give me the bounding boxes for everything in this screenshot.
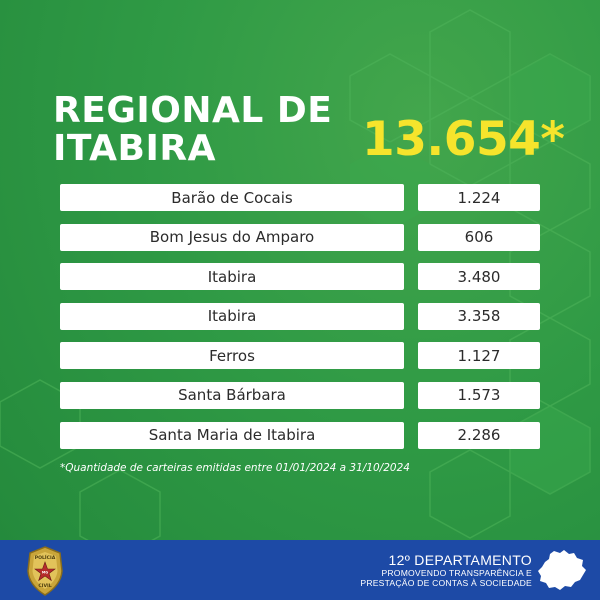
city-name: Bom Jesus do Amparo	[60, 223, 404, 251]
table-row: Itabira 3.480	[60, 263, 540, 291]
city-value: 3.358	[418, 302, 540, 330]
table-row: Barão de Cocais 1.224	[60, 184, 540, 211]
city-name: Barão de Cocais	[60, 184, 404, 211]
badge-text-top: POLÍCIA	[35, 553, 56, 561]
page-title: REGIONAL DE ITABIRA	[53, 92, 332, 168]
department-subtitle-1: PROMOVENDO TRANSPARÊNCIA E	[381, 568, 532, 578]
city-value: 606	[418, 223, 540, 251]
table-row: Bom Jesus do Amparo 606	[60, 223, 540, 251]
city-name: Itabira	[60, 263, 404, 291]
badge-text-center: MG	[42, 571, 48, 575]
department-info: 12º DEPARTAMENTO PROMOVENDO TRANSPARÊNCI…	[360, 552, 532, 588]
city-value: 3.480	[418, 263, 540, 291]
title-line-2: ITABIRA	[53, 128, 216, 169]
title-line-1: REGIONAL DE	[53, 90, 333, 131]
badge-text-bottom: CIVIL	[38, 583, 51, 589]
table-row: Santa Bárbara 1.573	[60, 381, 540, 409]
city-table: Barão de Cocais 1.224 Bom Jesus do Ampar…	[60, 184, 540, 461]
table-row: Santa Maria de Itabira 2.286	[60, 421, 540, 449]
city-value: 1.573	[418, 381, 540, 409]
minas-gerais-map-icon	[538, 550, 586, 590]
footnote: *Quantidade de carteiras emitidas entre …	[60, 462, 410, 474]
department-subtitle-2: PRESTAÇÃO DE CONTAS À SOCIEDADE	[360, 578, 532, 588]
city-name: Santa Bárbara	[60, 381, 404, 409]
city-value: 2.286	[418, 421, 540, 449]
footer-bar: POLÍCIA MG CIVIL 12º DEPARTAMENTO PROMOV…	[0, 540, 600, 600]
table-row: Ferros 1.127	[60, 342, 540, 370]
city-name: Santa Maria de Itabira	[60, 421, 404, 449]
total-count: 13.654*	[362, 112, 565, 167]
city-value: 1.127	[418, 342, 540, 370]
city-name: Itabira	[60, 302, 404, 330]
city-value: 1.224	[418, 184, 540, 211]
city-name: Ferros	[60, 342, 404, 370]
department-title: 12º DEPARTAMENTO	[388, 552, 532, 568]
table-row: Itabira 3.358	[60, 302, 540, 330]
policia-civil-badge-icon: POLÍCIA MG CIVIL	[27, 546, 63, 596]
